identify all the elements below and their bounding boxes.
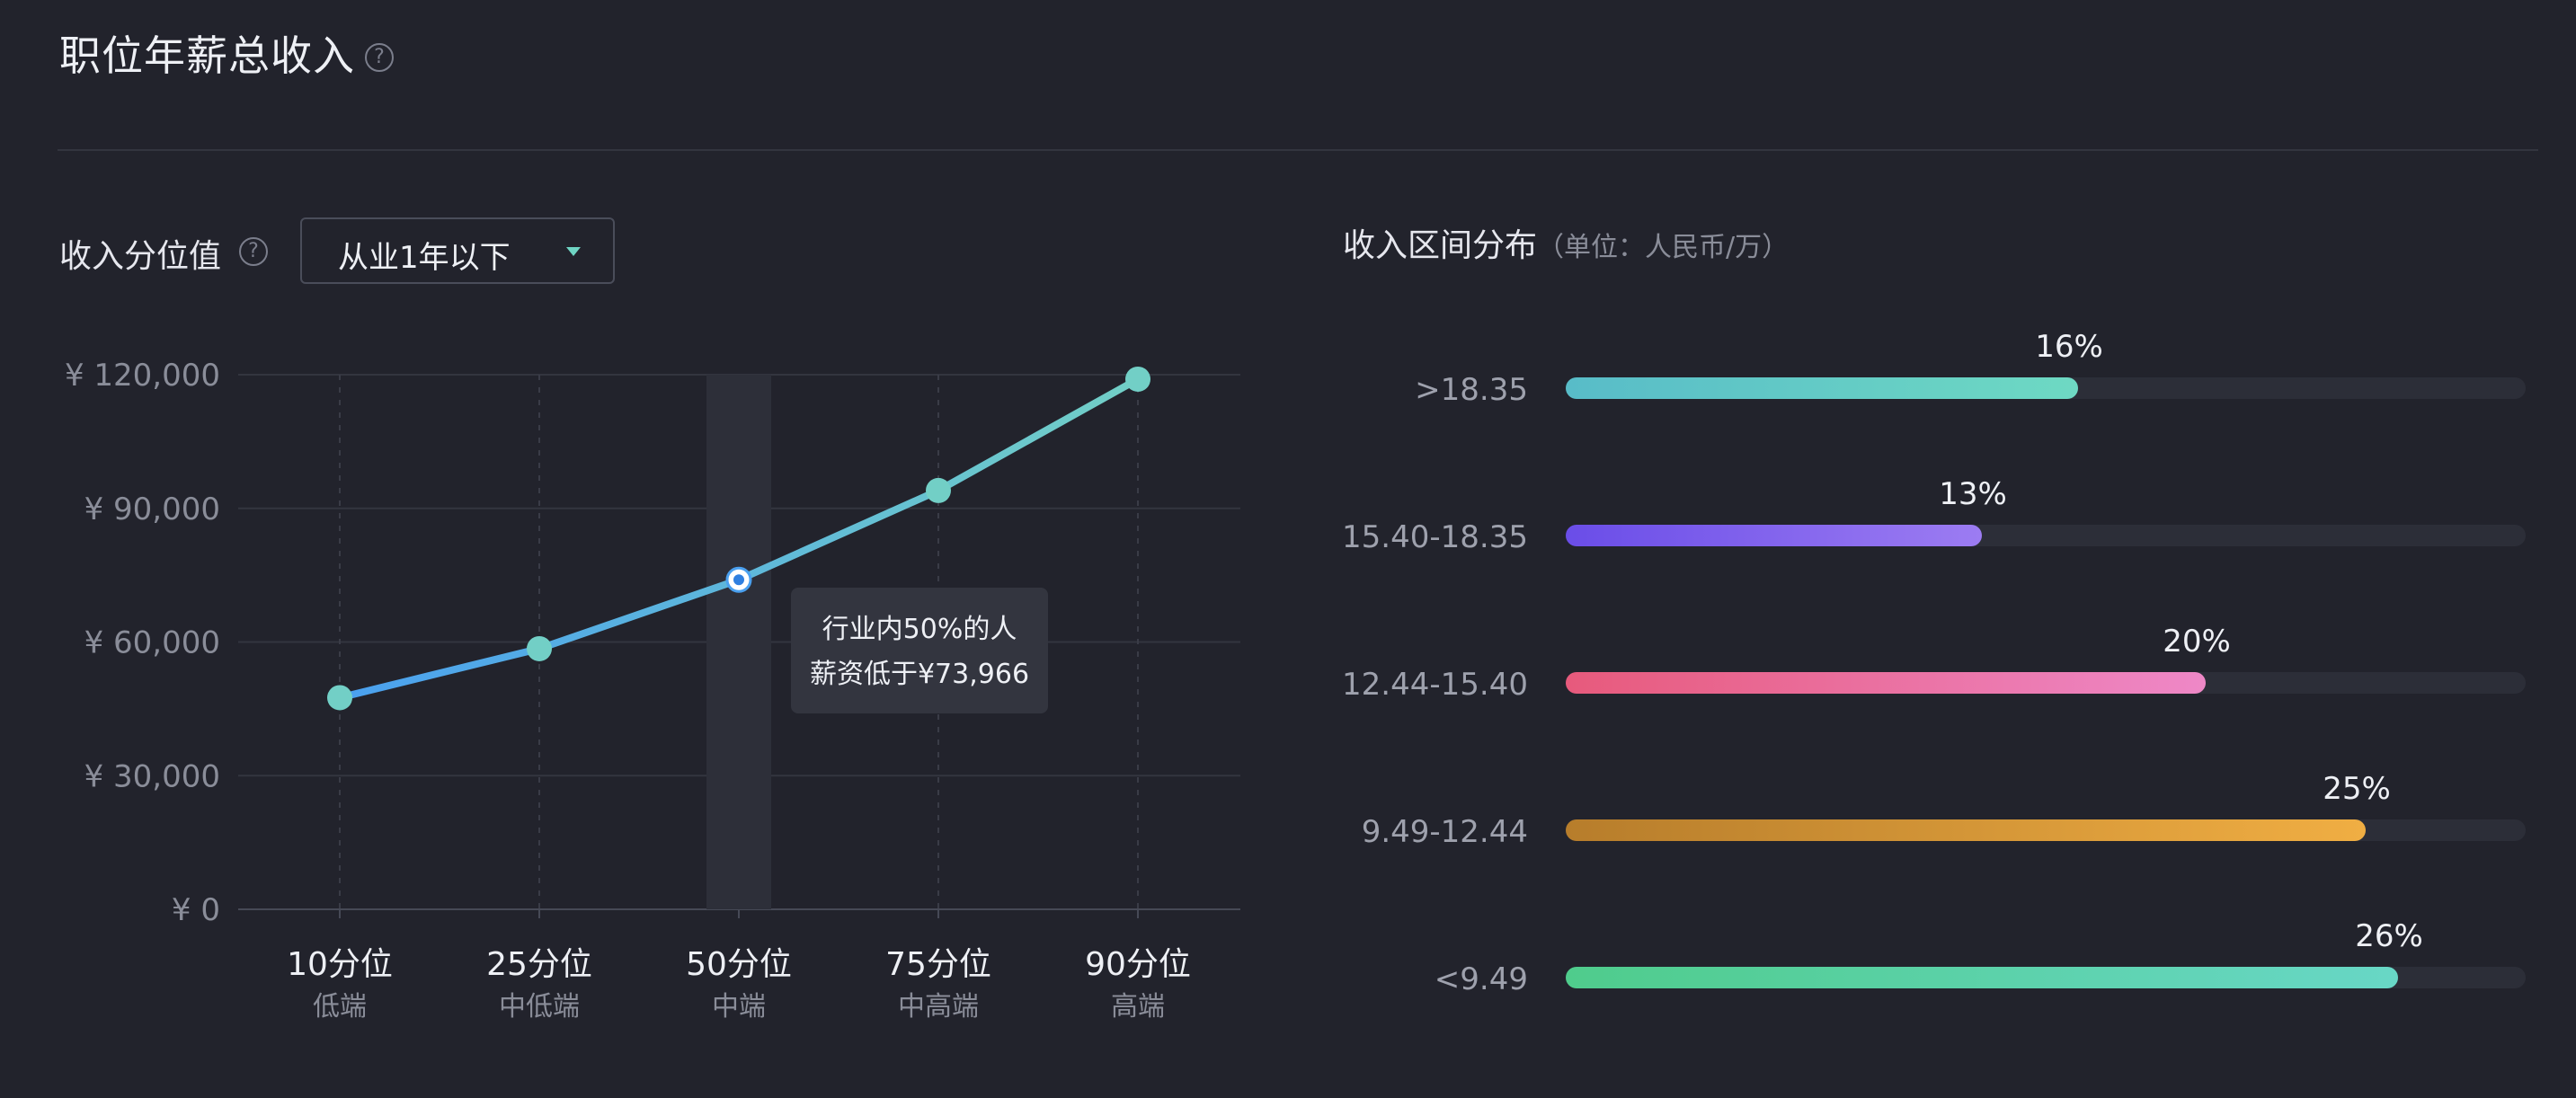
bar-range-label: >18.35: [1415, 372, 1528, 408]
percentile-line-chart: ¥ 0 ¥ 30,000 ¥ 60,000 ¥ 90,000 ¥ 120,000 10分位…: [65, 358, 1240, 1023]
bar-fill: [1566, 377, 2078, 399]
y-tick-label: ¥ 0: [172, 892, 220, 928]
y-tick-label: ¥ 90,000: [84, 491, 220, 527]
distribution-row: 12.44-15.40 20%: [1294, 624, 2553, 731]
bar-track: [1566, 967, 2526, 988]
bar-fill: [1566, 672, 2206, 694]
distribution-title: 收入区间分布（单位：人民币/万）: [1343, 219, 1789, 266]
x-tick-label: 25分位: [486, 946, 592, 983]
distribution-row: 15.40-18.35 13%: [1294, 476, 2553, 584]
bar-value-label: 26%: [2355, 918, 2423, 954]
data-point: [327, 685, 352, 711]
distribution-title-text: 收入区间分布: [1343, 227, 1538, 264]
data-point: [1125, 366, 1150, 392]
data-point-highlight-core: [733, 574, 744, 586]
y-tick-label: ¥ 120,000: [65, 358, 220, 394]
y-tick-label: ¥ 60,000: [84, 625, 220, 661]
x-tick-label: 90分位: [1085, 946, 1191, 983]
bar-fill: [1566, 967, 2398, 988]
distribution-row: <9.49 26%: [1294, 918, 2553, 1026]
bar-value-label: 20%: [2163, 624, 2231, 660]
distribution-row: 9.49-12.44 25%: [1294, 771, 2553, 879]
bar-range-label: 12.44-15.40: [1342, 667, 1528, 703]
x-sub-label: 中低端: [499, 991, 580, 1023]
help-icon[interactable]: ?: [365, 43, 394, 72]
bar-value-label: 25%: [2323, 771, 2391, 807]
percentile-help-icon[interactable]: ?: [239, 237, 268, 266]
bar-fill: [1566, 819, 2366, 841]
bar-range-label: 15.40-18.35: [1342, 519, 1528, 555]
bar-track: [1566, 819, 2526, 841]
bar-track: [1566, 525, 2526, 546]
percentile-label: 收入分位值: [59, 238, 222, 275]
x-tick-label: 10分位: [287, 946, 393, 983]
bar-range-label: 9.49-12.44: [1361, 814, 1528, 850]
bar-fill: [1566, 525, 1982, 546]
bar-range-label: <9.49: [1434, 961, 1528, 997]
page-title: 职位年薪总收入: [59, 31, 355, 80]
bar-value-label: 16%: [2035, 329, 2103, 365]
caret-down-icon: [566, 247, 581, 256]
y-tick-label: ¥ 30,000: [84, 758, 220, 794]
x-sub-label: 中高端: [898, 991, 979, 1023]
chart-tooltip: 行业内50%的人 薪资低于¥73,966: [791, 588, 1048, 713]
distribution-unit: （单位：人民币/万）: [1537, 232, 1790, 263]
experience-dropdown-value: 从业1年以下: [338, 240, 511, 276]
bar-value-label: 13%: [1939, 476, 2007, 512]
x-tick-label: 50分位: [686, 946, 792, 983]
x-sub-label: 中端: [712, 991, 766, 1023]
x-tick-label: 75分位: [885, 946, 991, 983]
tooltip-line-1: 行业内50%的人: [822, 614, 1017, 645]
tooltip-line-2: 薪资低于¥73,966: [809, 659, 1030, 690]
bar-track: [1566, 377, 2526, 399]
highlight-band: [706, 375, 771, 909]
data-point: [926, 477, 951, 503]
data-point: [527, 635, 552, 661]
experience-dropdown[interactable]: 从业1年以下: [300, 217, 615, 284]
header-divider: [58, 149, 2538, 151]
x-sub-label: 低端: [313, 991, 367, 1023]
distribution-row: >18.35 16%: [1294, 329, 2553, 437]
bar-track: [1566, 672, 2526, 694]
x-sub-label: 高端: [1111, 991, 1165, 1023]
